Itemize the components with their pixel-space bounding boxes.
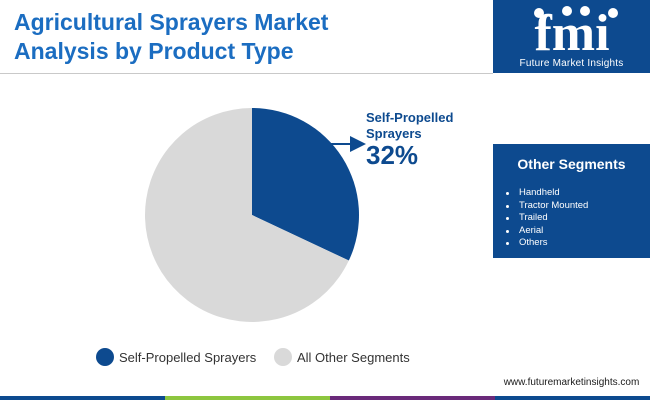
list-item: Handheld	[501, 187, 588, 200]
website-url[interactable]: www.futuremarketinsights.com	[503, 377, 640, 388]
pie-slice-self-propelled-sprayers	[252, 108, 359, 261]
bottom-bar-blue-right	[495, 396, 650, 400]
list-item: Others	[501, 237, 588, 250]
list-item: Trailed	[501, 212, 588, 225]
legend-swatch-self-propelled	[96, 348, 114, 366]
bottom-color-bar	[0, 396, 650, 400]
list-item: Tractor Mounted	[501, 200, 588, 213]
logo-tagline: Future Market Insights	[519, 58, 624, 69]
bottom-bar-green	[165, 396, 330, 400]
list-item-label: Others	[519, 237, 548, 249]
pie-slice-all-other-segments	[145, 108, 349, 322]
list-item: Aerial	[501, 225, 588, 238]
legend-label-self-propelled: Self-Propelled Sprayers	[119, 350, 257, 365]
other-segments-heading: Other Segments	[517, 156, 626, 172]
callout-label-line-1: Self-Propelled	[366, 110, 454, 125]
page-title-line-1: Agricultural Sprayers Market	[14, 9, 329, 35]
page-title-line-2: Analysis by Product Type	[14, 38, 294, 64]
fmi-logo-icon: fmi	[534, 6, 618, 56]
callout-label: Self-Propelled Sprayers	[366, 110, 486, 142]
page-title: Agricultural Sprayers Market Analysis by…	[14, 8, 484, 66]
bullet-icon	[506, 229, 509, 233]
list-item-label: Aerial	[519, 224, 544, 236]
other-segments-panel: Other Segments Handheld Tractor Mounted …	[493, 144, 650, 258]
list-item-label: Trailed	[519, 212, 548, 224]
bottom-bar-purple	[330, 396, 495, 400]
sidebar: fmi Future Market Insights Other Segment…	[493, 0, 650, 396]
bullet-icon	[506, 242, 509, 246]
logo-letters: fmi	[534, 6, 609, 56]
pie-chart	[145, 108, 366, 322]
header-divider	[0, 73, 493, 74]
bottom-bar-blue	[0, 396, 165, 400]
other-segments-list: Handheld Tractor Mounted Trailed Aerial …	[501, 187, 588, 250]
list-item-label: Handheld	[519, 187, 560, 198]
bullet-icon	[506, 217, 509, 221]
callout-value: 32%	[366, 140, 419, 170]
legend-swatch-other-segments	[274, 348, 292, 366]
legend-label-other-segments: All Other Segments	[297, 350, 410, 365]
logo-panel: fmi Future Market Insights	[493, 0, 650, 73]
bullet-icon	[506, 192, 509, 195]
callout-label-line-2: Sprayers	[366, 126, 422, 141]
list-item-label: Tractor Mounted	[519, 199, 589, 211]
bullet-icon	[506, 204, 509, 208]
